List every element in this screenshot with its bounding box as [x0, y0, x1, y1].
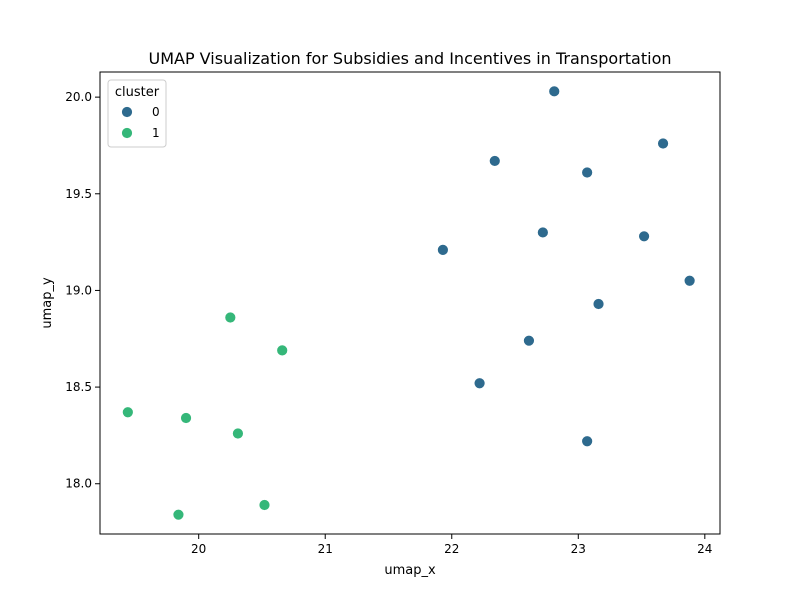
data-point-cluster-0: [683, 274, 696, 287]
data-point-cluster-0: [473, 377, 486, 390]
x-axis-ticks: 20 21 22 23 24: [191, 534, 712, 556]
data-point-cluster-0: [548, 85, 561, 98]
y-tick-label: 19.0: [65, 283, 92, 297]
legend: cluster 01: [107, 79, 167, 148]
data-point-cluster-0: [581, 435, 594, 448]
data-point-cluster-0: [657, 137, 669, 150]
legend-label: 0: [152, 105, 160, 119]
x-tick-label: 24: [697, 542, 712, 556]
data-point-cluster-0: [536, 226, 549, 239]
data-point-cluster-0: [592, 298, 605, 310]
y-axis-label: umap_y: [40, 277, 55, 329]
data-point-cluster-1: [232, 427, 244, 440]
y-tick-label: 18.5: [65, 380, 92, 394]
x-tick-label: 20: [191, 542, 206, 556]
y-tick-label: 18.0: [65, 477, 92, 491]
data-point-cluster-0: [638, 230, 650, 243]
legend-label: 1: [152, 126, 160, 140]
y-tick-label: 20.0: [65, 90, 92, 104]
data-point-cluster-1: [258, 499, 271, 511]
axes-frame: [99, 71, 721, 535]
legend-items: 01: [121, 105, 160, 140]
plot-area: [121, 85, 696, 521]
data-point-cluster-1: [180, 412, 192, 424]
data-point-cluster-1: [121, 406, 134, 419]
data-point-cluster-0: [523, 334, 535, 347]
data-point-cluster-1: [276, 344, 289, 357]
x-tick-label: 23: [571, 542, 586, 556]
data-point-cluster-0: [488, 155, 501, 167]
y-tick-label: 19.5: [65, 187, 92, 201]
data-point-cluster-1: [224, 311, 237, 324]
x-axis-label: umap_x: [384, 563, 436, 578]
x-tick-label: 22: [444, 542, 459, 556]
y-axis-ticks: 18.0 18.5 19.0 19.5 20.0: [65, 90, 100, 491]
legend-title: cluster: [115, 85, 160, 100]
legend-marker: [121, 106, 133, 118]
chart-title: UMAP Visualization for Subsidies and Inc…: [148, 49, 671, 68]
legend-marker: [121, 127, 133, 139]
data-point-cluster-1: [172, 508, 185, 521]
x-tick-label: 21: [318, 542, 333, 556]
data-point-cluster-0: [581, 166, 594, 179]
data-point-cluster-0: [436, 243, 449, 256]
